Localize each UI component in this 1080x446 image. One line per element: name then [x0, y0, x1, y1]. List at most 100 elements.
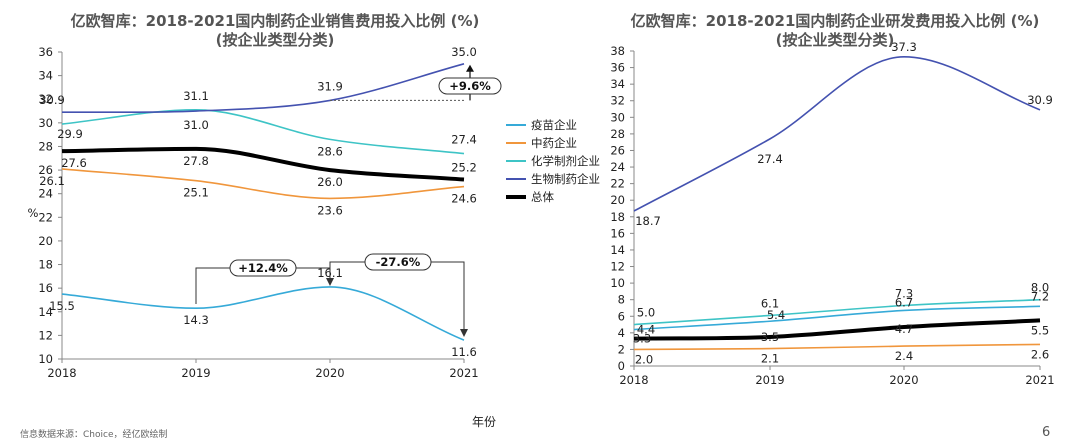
left-y-tick-label: 28: [38, 139, 53, 153]
right-data-label: 6.1: [761, 296, 779, 310]
left-y-tick-label: 32: [38, 92, 53, 106]
right-series-line: [633, 318, 1041, 341]
left-series-line: [61, 63, 465, 114]
left-y-axis-title: %: [28, 206, 39, 220]
left-x-tick-label: 2019: [181, 366, 210, 380]
right-y-tick-label: 2: [618, 342, 625, 356]
left-data-label: 14.3: [183, 313, 209, 327]
legend-item-overall[interactable]: 总体: [506, 188, 600, 206]
left-data-label: 24.6: [451, 192, 477, 206]
legend-label-overall: 总体: [531, 190, 554, 204]
right-data-label: 2.0: [635, 352, 653, 366]
left-data-label: 28.6: [317, 144, 343, 158]
legend-swatch-vaccine: [506, 124, 526, 126]
right-series-line: [633, 305, 1041, 331]
right-y-tick-label: 28: [610, 127, 625, 141]
right-data-label: 18.7: [635, 214, 661, 228]
left-data-label: 30.9: [39, 93, 65, 107]
annotation-12-4-text: +12.4%: [238, 261, 288, 275]
left-y-tick-label: 24: [38, 187, 53, 201]
legend-swatch-tcm: [506, 142, 526, 144]
data-source-note: 信息数据来源：Choice，经亿欧绘制: [20, 430, 168, 440]
right-series-line: [633, 343, 1041, 351]
right-x-tick-label: 2020: [889, 373, 918, 387]
right-data-label: 37.3: [891, 40, 917, 54]
right-y-tick-label: 8: [618, 293, 625, 307]
left-data-label: 23.6: [317, 203, 343, 217]
right-data-label: 4.4: [637, 323, 655, 337]
left-y-tick-label: 26: [38, 163, 53, 177]
right-y-tick-label: 30: [610, 110, 625, 124]
left-data-label: 27.4: [451, 133, 477, 147]
left-y-tick-label: 20: [38, 234, 53, 248]
legend-item-vaccine[interactable]: 疫苗企业: [506, 116, 600, 134]
right-x-tick-label: 2021: [1025, 373, 1054, 387]
legend-item-chemical[interactable]: 化学制剂企业: [506, 152, 600, 170]
annotation-27-6-pill: [364, 253, 432, 271]
left-data-label: 11.6: [451, 345, 477, 359]
legend-swatch-overall: [506, 195, 526, 199]
right-y-tick-label: 36: [610, 61, 625, 75]
legend-item-biopharma[interactable]: 生物制药企业: [506, 170, 600, 188]
annotation-arrowhead-12-4: [326, 278, 334, 286]
legend-label-biopharma: 生物制药企业: [531, 172, 600, 186]
left-x-tick-label: 2018: [47, 366, 76, 380]
legend: 疫苗企业 中药企业 化学制剂企业 生物制药企业 总体: [506, 116, 600, 206]
left-chart-title: 亿欧智库：2018-2021国内制药企业销售费用投入比例 (%) (按企业类型分…: [40, 12, 510, 50]
left-data-label: 31.1: [183, 89, 209, 103]
right-series-line: [633, 298, 1041, 326]
right-data-label: 2.4: [895, 349, 913, 363]
legend-label-tcm: 中药企业: [531, 136, 577, 150]
right-chart-title-text: 亿欧智库：2018-2021国内制药企业研发费用投入比例 (%): [630, 12, 1040, 30]
annotation-arrowhead-27-6: [460, 329, 468, 337]
left-data-label: 27.6: [61, 156, 87, 170]
right-y-tick-label: 20: [610, 193, 625, 207]
right-data-label: 4.7: [895, 322, 913, 336]
right-y-tick-label: 16: [610, 226, 625, 240]
right-y-tick-label: 38: [610, 44, 625, 58]
page-number: 6: [1042, 425, 1051, 440]
annotation-12-4-pill: [229, 259, 297, 277]
left-y-tick-label: 12: [38, 328, 53, 342]
right-y-tick-label: 24: [610, 160, 625, 174]
right-y-tick-label: 0: [618, 359, 625, 373]
right-data-label: 5.0: [637, 306, 655, 320]
right-y-tick-label: 14: [610, 243, 625, 257]
left-series-line: [61, 286, 465, 341]
left-y-tick-label: 16: [38, 281, 53, 295]
right-y-tick-label: 18: [610, 210, 625, 224]
left-x-tick-label: 2020: [315, 366, 344, 380]
left-x-tick-label: 2021: [449, 366, 478, 380]
legend-item-tcm[interactable]: 中药企业: [506, 134, 600, 152]
legend-swatch-biopharma: [506, 178, 526, 180]
right-y-tick-label: 22: [610, 177, 625, 191]
annotation-9-6-text: +9.6%: [449, 79, 491, 93]
left-data-label: 29.9: [57, 127, 83, 141]
left-y-tick-label: 30: [38, 116, 53, 130]
right-data-label: 5.4: [767, 308, 785, 322]
left-data-label: 35.0: [451, 45, 477, 59]
right-data-label: 6.7: [895, 295, 913, 309]
annotation-arrowhead-9-6: [466, 64, 474, 72]
left-series-line: [61, 109, 465, 155]
left-y-tick-label: 10: [38, 352, 53, 366]
left-y-tick-label: 18: [38, 258, 53, 272]
x-axis-title: 年份: [472, 415, 497, 429]
right-data-label: 7.3: [895, 286, 913, 300]
right-series-line: [633, 56, 1041, 212]
right-data-label: 2.6: [1031, 347, 1049, 361]
annotation-27-6-text: -27.6%: [376, 255, 421, 269]
right-chart-title: 亿欧智库：2018-2021国内制药企业研发费用投入比例 (%) (按企业类型分…: [600, 12, 1070, 50]
right-y-tick-label: 4: [618, 326, 625, 340]
left-data-label: 25.1: [183, 186, 209, 200]
right-chart-subtitle: (按企业类型分类): [775, 31, 895, 49]
right-data-label: 2.1: [761, 352, 779, 366]
annotation-9-6-pill: [438, 77, 502, 95]
left-data-label: 26.1: [39, 174, 65, 188]
left-data-label: 26.0: [317, 175, 343, 189]
right-y-tick-label: 32: [610, 94, 625, 108]
left-y-tick-label: 22: [38, 210, 53, 224]
left-series-line: [61, 168, 465, 200]
right-data-label: 3.5: [761, 330, 779, 344]
